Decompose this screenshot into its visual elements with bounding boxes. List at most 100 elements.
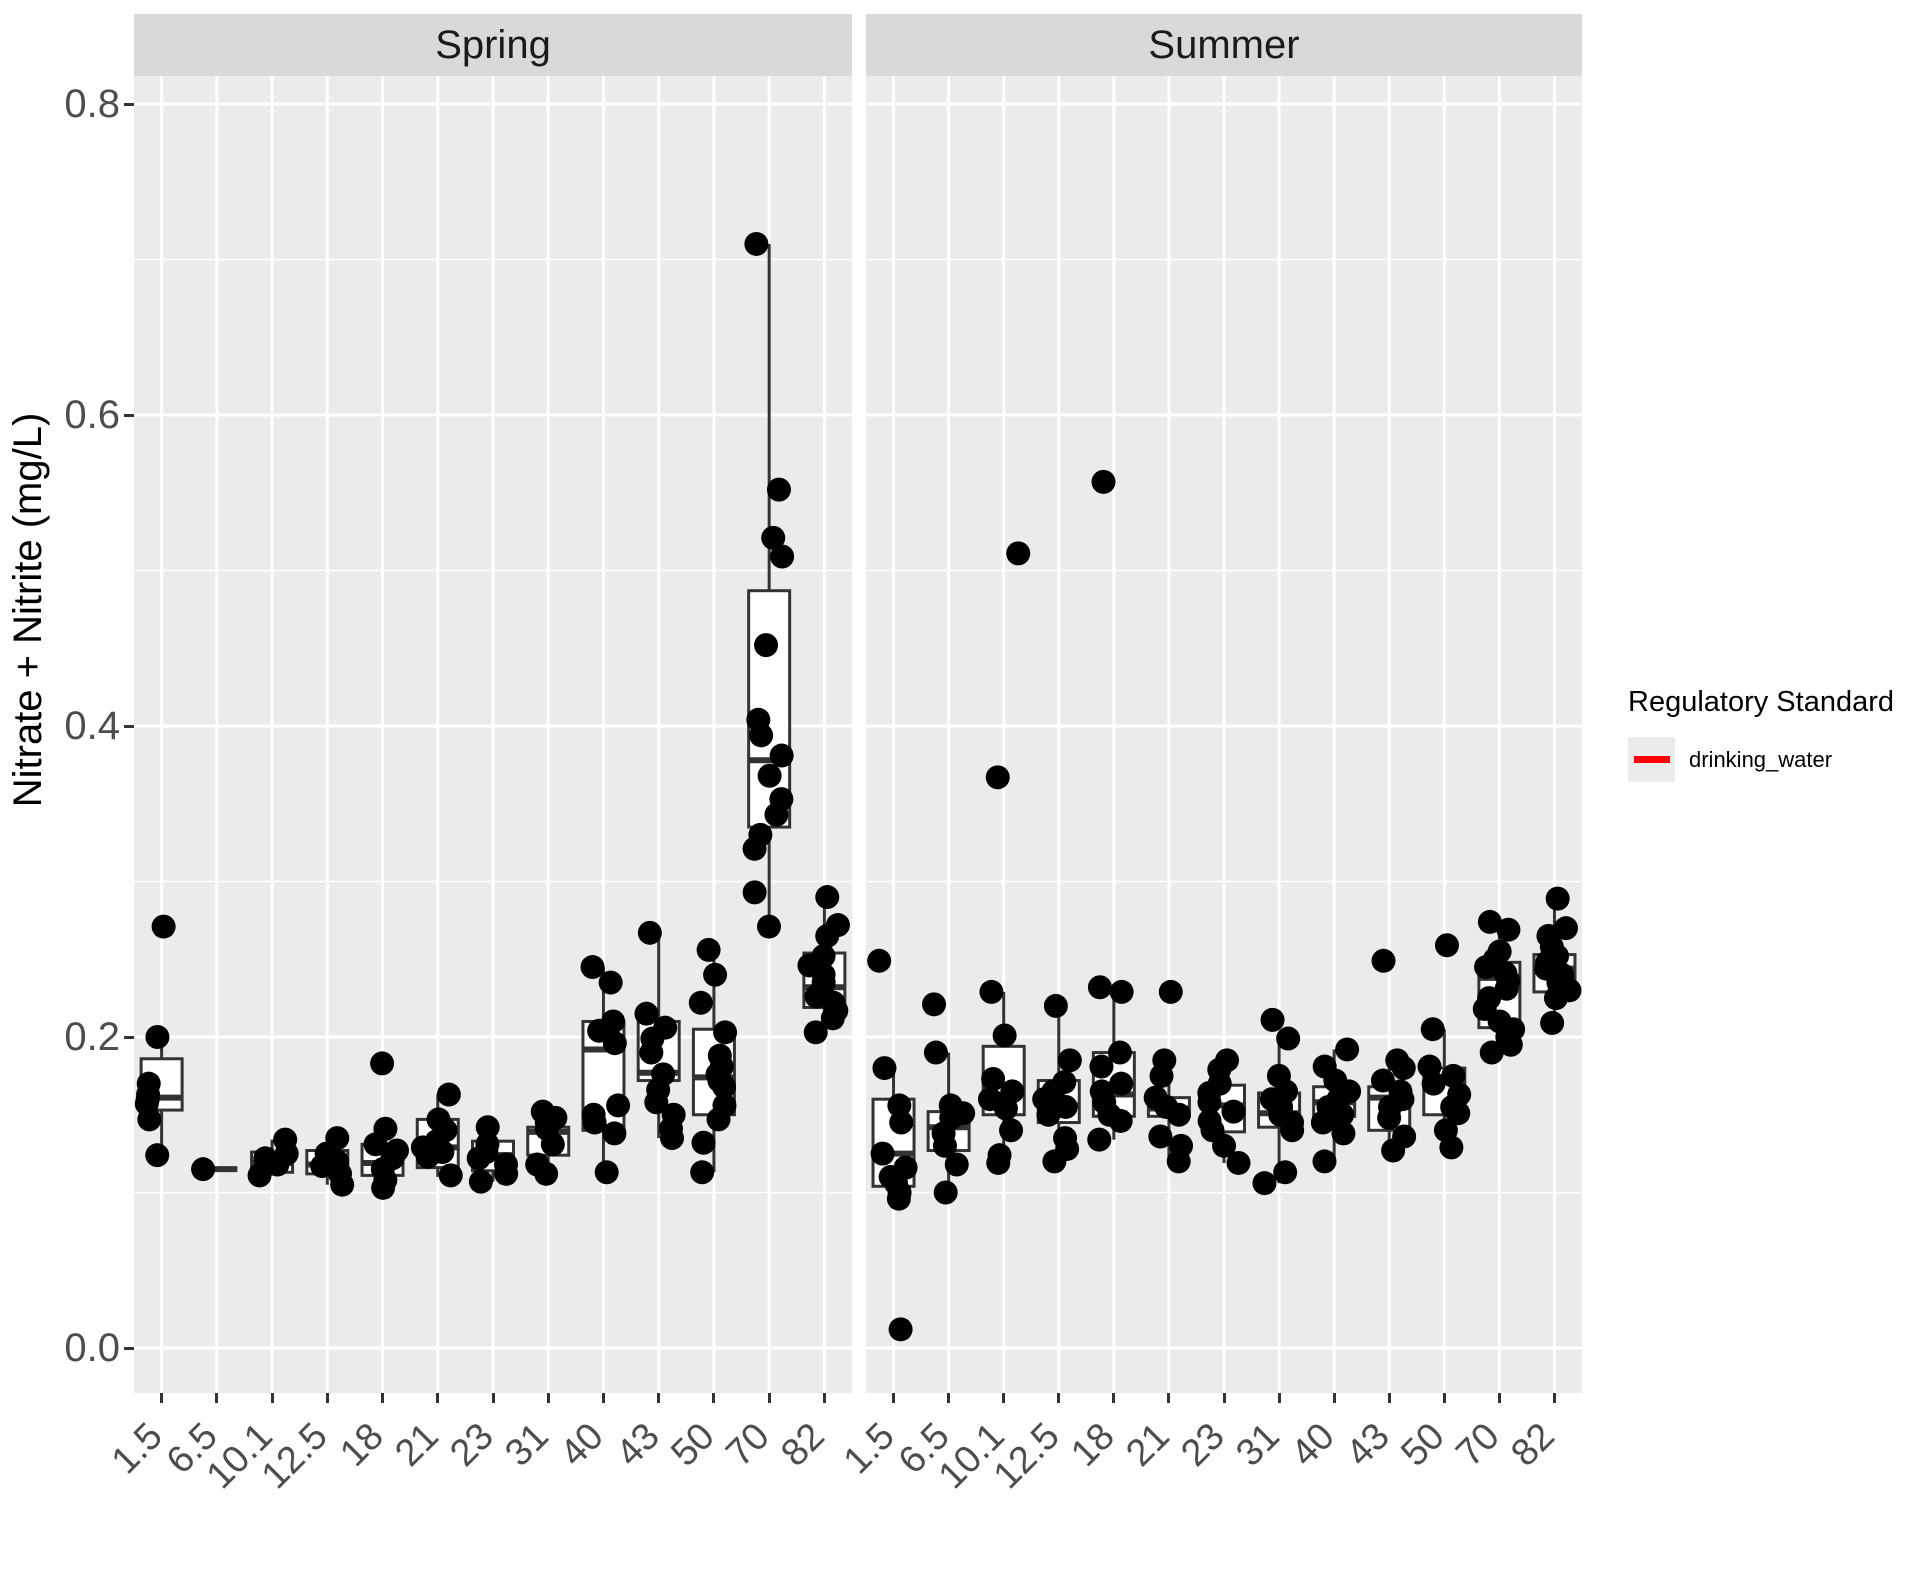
- jitter-point: [1089, 1054, 1114, 1079]
- x-tick-mark: [491, 1393, 495, 1403]
- jitter-point: [1545, 886, 1570, 911]
- jitter-point: [1421, 1071, 1446, 1096]
- jitter-point: [979, 979, 1004, 1004]
- jitter-point: [1166, 1149, 1191, 1174]
- jitter-point: [769, 743, 794, 768]
- jitter-point: [1498, 1032, 1523, 1057]
- x-tick-mark: [381, 1393, 385, 1403]
- jitter-point: [770, 544, 795, 569]
- jitter-point: [1331, 1121, 1356, 1146]
- jitter-point: [468, 1169, 493, 1194]
- y-tick-mark: [124, 1346, 134, 1350]
- x-tick-mark: [1167, 1393, 1171, 1403]
- jitter-point: [688, 990, 713, 1015]
- x-tick-mark: [270, 1393, 274, 1403]
- y-tick-label: 0.2: [64, 1015, 120, 1059]
- jitter-point: [145, 1025, 170, 1049]
- jitter-point: [1280, 1118, 1305, 1143]
- jitter-point: [1109, 1071, 1134, 1096]
- jitter-point: [1006, 541, 1031, 566]
- jitter-point: [803, 1020, 828, 1045]
- jitter-point: [660, 1126, 685, 1151]
- jitter-point: [761, 525, 786, 550]
- jitter-point: [933, 1180, 958, 1205]
- jitter-point: [1221, 1099, 1246, 1124]
- jitter-point: [932, 1133, 957, 1158]
- jitter-point: [993, 1096, 1018, 1121]
- jitter-point: [370, 1051, 395, 1076]
- x-tick-mark: [436, 1393, 440, 1403]
- jitter-point: [1479, 1040, 1504, 1065]
- x-tick-mark: [712, 1393, 716, 1403]
- jitter-point: [742, 880, 767, 905]
- jitter-point: [1496, 917, 1521, 942]
- panel-canvas-spring: [134, 76, 852, 1393]
- jitter-point: [742, 836, 767, 861]
- x-tick-mark: [1057, 1393, 1061, 1403]
- x-tick-mark: [1112, 1393, 1116, 1403]
- panel-spring: [134, 76, 852, 1393]
- jitter-point: [703, 962, 728, 987]
- jitter-point: [582, 1110, 607, 1135]
- jitter-point: [371, 1175, 396, 1200]
- jitter-point: [691, 1130, 716, 1155]
- jitter-point: [820, 1006, 845, 1031]
- jitter-point: [1371, 948, 1396, 973]
- x-tick-mark: [1442, 1393, 1446, 1403]
- y-tick-mark: [124, 724, 134, 728]
- jitter-point: [1057, 1048, 1082, 1073]
- jitter-point: [191, 1157, 216, 1182]
- jitter-point: [137, 1107, 162, 1132]
- jitter-point: [1212, 1133, 1237, 1158]
- jitter-point: [749, 723, 774, 748]
- jitter-point: [815, 923, 840, 948]
- jitter-point: [985, 765, 1010, 790]
- x-tick-mark: [767, 1393, 771, 1403]
- x-tick-mark: [1387, 1393, 1391, 1403]
- panel-canvas-summer: [866, 76, 1582, 1393]
- jitter-point: [1446, 1101, 1471, 1126]
- jitter-point: [872, 1056, 897, 1081]
- y-tick-label: 0.6: [64, 393, 120, 437]
- jitter-point: [436, 1082, 461, 1107]
- legend: Regulatory Standard drinking_water: [1628, 686, 1918, 782]
- jitter-point: [706, 1107, 731, 1132]
- y-tick-mark: [124, 102, 134, 106]
- x-tick-mark: [1552, 1393, 1556, 1403]
- x-tick-mark: [1497, 1393, 1501, 1403]
- jitter-point: [1370, 1068, 1395, 1093]
- jitter-point: [1381, 1138, 1406, 1163]
- legend-entry-label: drinking_water: [1689, 746, 1833, 772]
- y-tick-mark: [124, 413, 134, 417]
- jitter-point: [310, 1154, 335, 1179]
- x-tick-mark: [1002, 1393, 1006, 1403]
- jitter-point: [475, 1115, 500, 1140]
- jitter-point: [992, 1023, 1017, 1048]
- jitter-point: [637, 920, 662, 945]
- jitter-point: [757, 763, 782, 788]
- jitter-point: [1109, 979, 1134, 1004]
- jitter-point: [1474, 955, 1499, 980]
- jitter-point: [1434, 933, 1459, 958]
- jitter-point: [815, 885, 840, 910]
- legend-title: Regulatory Standard: [1628, 686, 1894, 718]
- y-tick-label: 0.8: [64, 82, 120, 126]
- x-tick-mark: [822, 1393, 826, 1403]
- jitter-point: [602, 1121, 627, 1146]
- jitter-point: [540, 1132, 565, 1157]
- jitter-point: [247, 1163, 272, 1188]
- jitter-point: [1441, 1063, 1466, 1088]
- chart-root: Nitrate + Nitrite (mg/L) Spring 1.5 6.5 10.…: [6, 14, 1918, 1497]
- x-tick-mark: [546, 1393, 550, 1403]
- jitter-point: [602, 1031, 627, 1056]
- x-tick-mark: [325, 1393, 329, 1403]
- jitter-point: [1108, 1108, 1133, 1133]
- jitter-point: [580, 955, 605, 980]
- jitter-point: [981, 1066, 1006, 1091]
- jitter-point: [1036, 1102, 1061, 1127]
- jitter-point: [415, 1144, 440, 1169]
- y-tick-mark: [124, 1035, 134, 1039]
- jitter-point: [1273, 1160, 1298, 1185]
- jitter-point: [1197, 1090, 1222, 1115]
- legend-entry-drinking-water: drinking_water: [1628, 737, 1918, 782]
